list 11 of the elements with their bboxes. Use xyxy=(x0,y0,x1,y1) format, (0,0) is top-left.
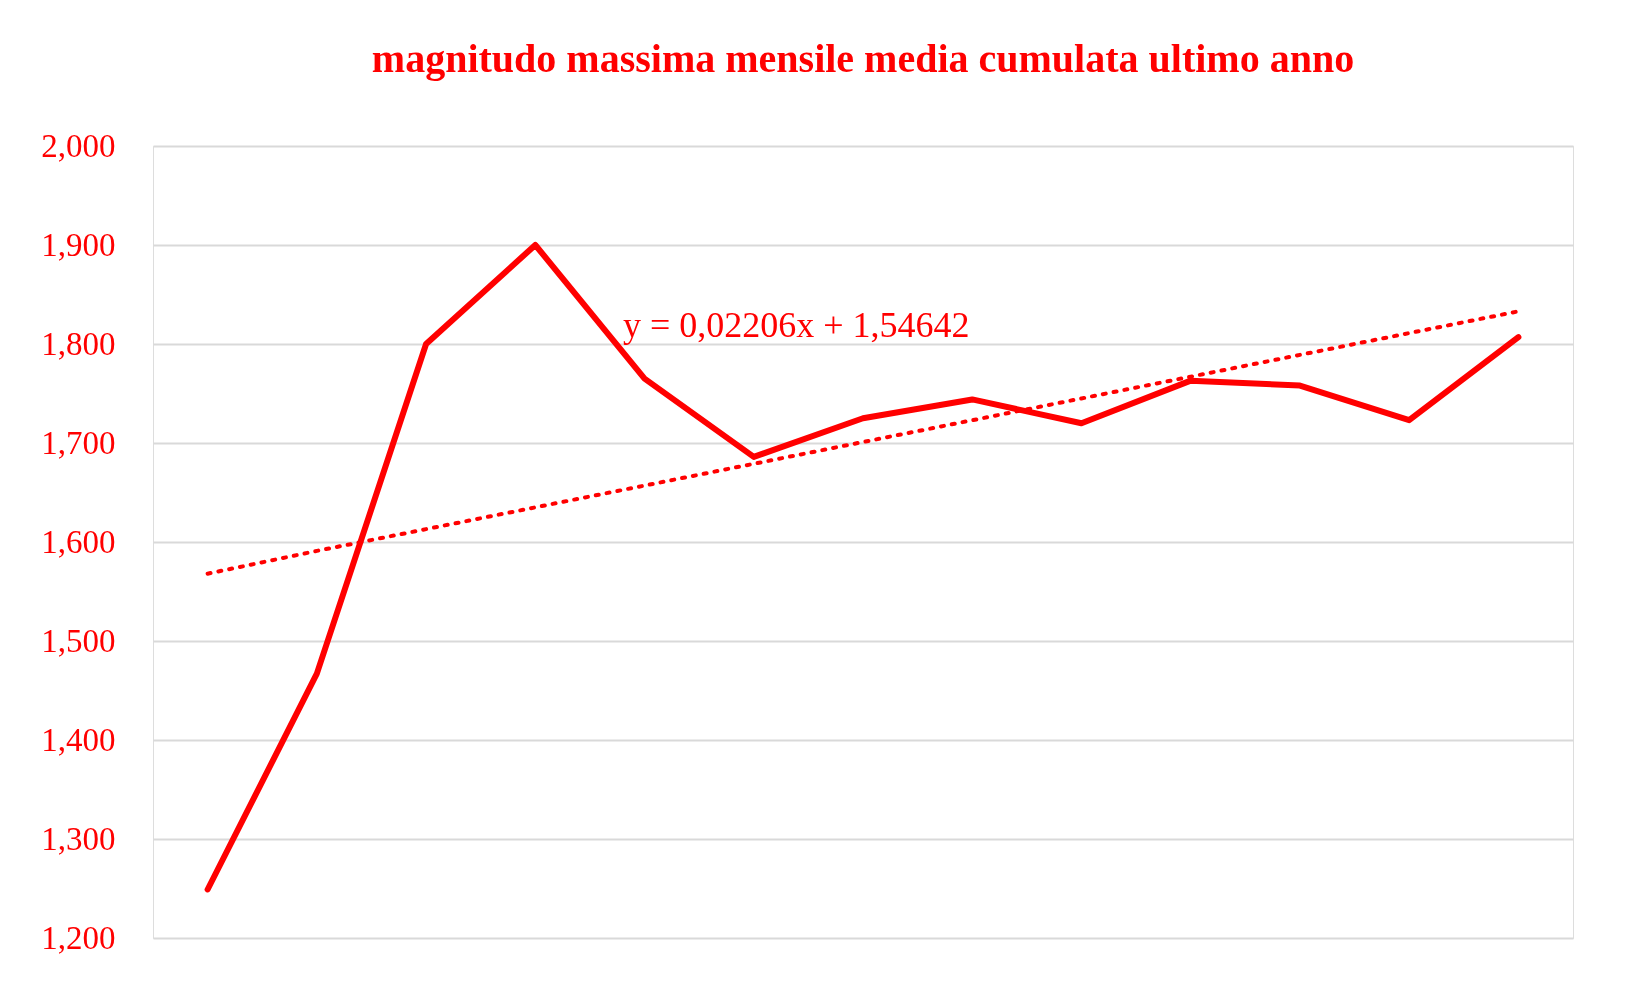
y-tick-label: 1,400 xyxy=(41,721,116,758)
y-tick-label: 1,700 xyxy=(41,424,116,461)
y-tick-label: 1,800 xyxy=(41,325,116,362)
chart-title: magnitudo massima mensile media cumulata ultimo anno xyxy=(371,36,1355,81)
y-tick-label: 1,200 xyxy=(41,919,116,956)
y-tick-label: 1,300 xyxy=(41,820,116,857)
y-tick-label: 1,500 xyxy=(41,622,116,659)
annotation: y = 0,02206x + 1,54642 xyxy=(623,305,970,345)
y-tick-label: 2,000 xyxy=(41,127,116,164)
y-tick-label: 1,900 xyxy=(41,226,116,263)
y-tick-label: 1,600 xyxy=(41,523,116,560)
